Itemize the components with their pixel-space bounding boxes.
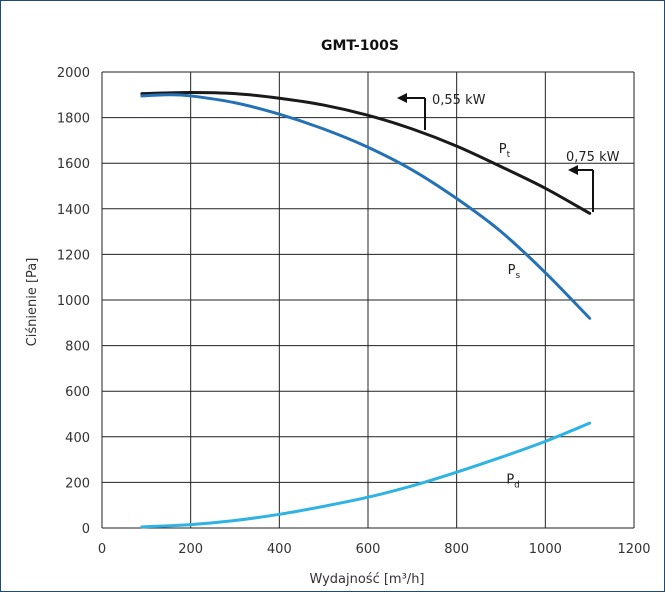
x-axis-label: Wydajność [m³/h]: [309, 572, 424, 587]
y-tick-label: 200: [65, 476, 90, 491]
y-tick-label: 2000: [57, 66, 90, 81]
y-tick-label: 1000: [57, 294, 90, 309]
series-line-ps: [140, 93, 592, 320]
x-tick-label: 1200: [617, 542, 650, 557]
series-label-main: P: [499, 142, 507, 157]
grid: [101, 71, 635, 529]
series-line-pd: [140, 421, 592, 529]
power-arrowhead-075: [568, 165, 578, 175]
x-tick-label: 1000: [529, 542, 562, 557]
y-axis-label: Ciśnienie [Pa]: [25, 258, 40, 347]
y-tick-label: 1800: [57, 112, 90, 127]
series-label-sub: s: [515, 271, 520, 281]
series-label-pd: Pd: [506, 473, 520, 491]
annotations: 0,55 kW 0,75 kW: [397, 93, 620, 212]
x-tick-label: 0: [98, 542, 106, 557]
y-tick-label: 1400: [57, 203, 90, 218]
power-label-055: 0,55 kW: [432, 93, 486, 108]
series-label-main: P: [508, 263, 516, 278]
series-label-ps: Ps: [508, 263, 521, 281]
series-line-pt: [140, 91, 592, 215]
y-tick-label: 1600: [57, 157, 90, 172]
series-label-sub: t: [507, 150, 511, 160]
x-tick-label: 600: [356, 542, 381, 557]
x-tick-label: 800: [444, 542, 469, 557]
tick-labels: 0 200 400 600 800 1000 1200 1400 1600 1800 2000 0 20…: [57, 66, 651, 557]
y-tick-label: 400: [65, 431, 90, 446]
series-label-pt: Pt: [499, 142, 511, 160]
power-arrowhead-055: [397, 93, 407, 103]
power-label-075: 0,75 kW: [566, 150, 620, 165]
y-tick-label: 600: [65, 385, 90, 400]
x-tick-label: 200: [178, 542, 203, 557]
y-tick-label: 1200: [57, 248, 90, 263]
series-label-sub: d: [514, 481, 520, 491]
y-tick-label: 0: [82, 522, 90, 537]
y-tick-label: 800: [65, 340, 90, 355]
chart-title: GMT-100S: [321, 38, 399, 54]
series-label-main: P: [506, 473, 514, 488]
x-tick-label: 400: [267, 542, 292, 557]
